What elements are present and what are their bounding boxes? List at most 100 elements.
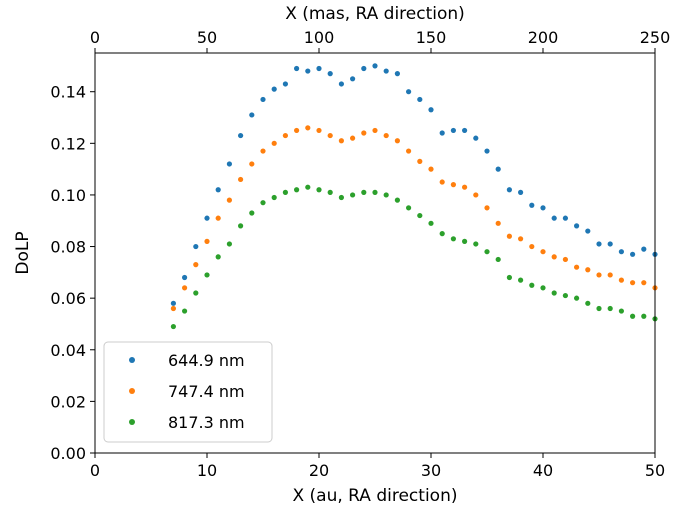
point-series-1-2 (193, 262, 199, 268)
point-series-0-12 (305, 68, 311, 74)
top-x-tick-label-3: 150 (416, 28, 447, 47)
x-tick-label-1: 10 (197, 461, 217, 480)
point-series-2-19 (383, 192, 389, 198)
point-series-2-20 (394, 197, 400, 203)
x-tick-label-0: 0 (90, 461, 100, 480)
point-series-1-31 (518, 236, 524, 242)
top-x-axis-label: X (mas, RA direction) (285, 4, 465, 24)
point-series-0-25 (450, 127, 456, 134)
point-series-2-13 (316, 187, 322, 193)
point-series-1-8 (260, 148, 266, 154)
point-series-2-6 (238, 223, 244, 229)
point-series-1-16 (350, 135, 356, 141)
point-series-1-13 (316, 127, 322, 134)
point-series-0-23 (428, 107, 434, 113)
point-series-1-24 (439, 179, 445, 185)
point-series-1-35 (562, 256, 569, 263)
point-series-1-33 (540, 249, 546, 255)
point-series-1-22 (417, 158, 423, 164)
point-series-1-21 (406, 148, 412, 154)
point-series-0-17 (361, 65, 367, 72)
point-series-2-3 (204, 272, 210, 278)
axes: 0 10 20 30 40 50 0.00 0.02 0.04 0.06 0.08 0.10 0.12 0… (50, 28, 670, 480)
point-series-1-10 (282, 132, 288, 139)
x-tick-label-3: 30 (421, 461, 441, 480)
point-series-1-39 (607, 272, 613, 278)
point-series-1-40 (618, 277, 625, 283)
point-series-1-27 (473, 192, 479, 198)
point-series-0-34 (551, 215, 557, 221)
point-series-0-1 (182, 274, 188, 281)
y-tick-label-4: 0.08 (50, 238, 86, 257)
top-x-tick-label-2: 100 (304, 28, 335, 47)
point-series-2-39 (607, 305, 613, 312)
point-series-0-5 (226, 161, 232, 167)
legend-marker-747-4 (129, 388, 135, 394)
point-series-0-21 (406, 89, 412, 95)
point-series-2-12 (305, 184, 311, 190)
legend-marker-817-3 (129, 419, 135, 425)
y-tick-label-5: 0.10 (50, 186, 86, 205)
point-series-2-38 (596, 305, 602, 312)
x-tick-label-2: 20 (309, 461, 329, 480)
y-tick-label-3: 0.06 (50, 289, 86, 308)
point-series-2-10 (282, 189, 288, 195)
point-series-2-22 (417, 212, 423, 219)
data-points (170, 63, 658, 330)
point-series-2-7 (249, 210, 255, 216)
y-tick-label-2: 0.04 (50, 341, 86, 360)
point-series-0-28 (484, 148, 490, 154)
axes-frame (94, 52, 656, 454)
point-series-0-16 (350, 76, 356, 82)
point-series-1-17 (361, 130, 367, 136)
point-series-0-32 (529, 202, 535, 208)
point-series-1-19 (383, 132, 389, 139)
point-series-0-42 (641, 246, 647, 252)
point-series-1-4 (215, 215, 221, 221)
point-series-0-38 (596, 241, 602, 247)
point-series-1-42 (641, 280, 647, 286)
point-series-0-0 (170, 300, 176, 306)
point-series-2-24 (439, 231, 445, 237)
point-series-0-7 (249, 112, 255, 118)
point-series-2-4 (215, 254, 221, 260)
point-series-2-32 (529, 282, 535, 288)
point-series-0-22 (417, 96, 423, 103)
point-series-1-38 (596, 272, 602, 278)
point-series-0-10 (282, 81, 288, 87)
point-series-1-25 (450, 182, 456, 188)
point-series-1-14 (327, 132, 333, 139)
top-x-tick-label-1: 50 (197, 28, 217, 47)
point-series-0-30 (506, 187, 512, 193)
point-series-0-6 (238, 132, 244, 139)
point-series-0-14 (327, 71, 333, 77)
point-series-2-23 (428, 220, 434, 226)
point-series-0-33 (540, 205, 546, 211)
top-x-tick-label-4: 200 (528, 28, 559, 47)
point-series-1-37 (585, 267, 591, 273)
point-series-0-26 (462, 127, 468, 134)
point-series-1-1 (182, 285, 188, 291)
point-series-0-37 (585, 228, 591, 234)
point-series-2-37 (585, 300, 591, 306)
point-series-2-1 (182, 308, 188, 314)
point-series-1-12 (305, 125, 311, 131)
point-series-2-41 (630, 313, 636, 319)
point-series-2-31 (518, 277, 524, 283)
point-series-1-28 (484, 205, 490, 211)
x-tick-label-4: 40 (533, 461, 553, 480)
point-series-0-35 (562, 215, 569, 221)
point-series-1-36 (574, 264, 580, 270)
legend-label-817-3: 817.3 nm (168, 413, 245, 432)
point-series-2-17 (361, 189, 367, 195)
point-series-1-5 (226, 197, 232, 203)
point-series-2-15 (338, 194, 344, 201)
point-series-1-18 (372, 127, 378, 134)
point-series-2-0 (170, 323, 176, 330)
point-series-1-23 (428, 166, 434, 172)
point-series-1-26 (462, 184, 468, 190)
point-series-2-28 (484, 249, 490, 255)
point-series-0-9 (271, 86, 277, 92)
point-series-2-33 (540, 285, 546, 291)
